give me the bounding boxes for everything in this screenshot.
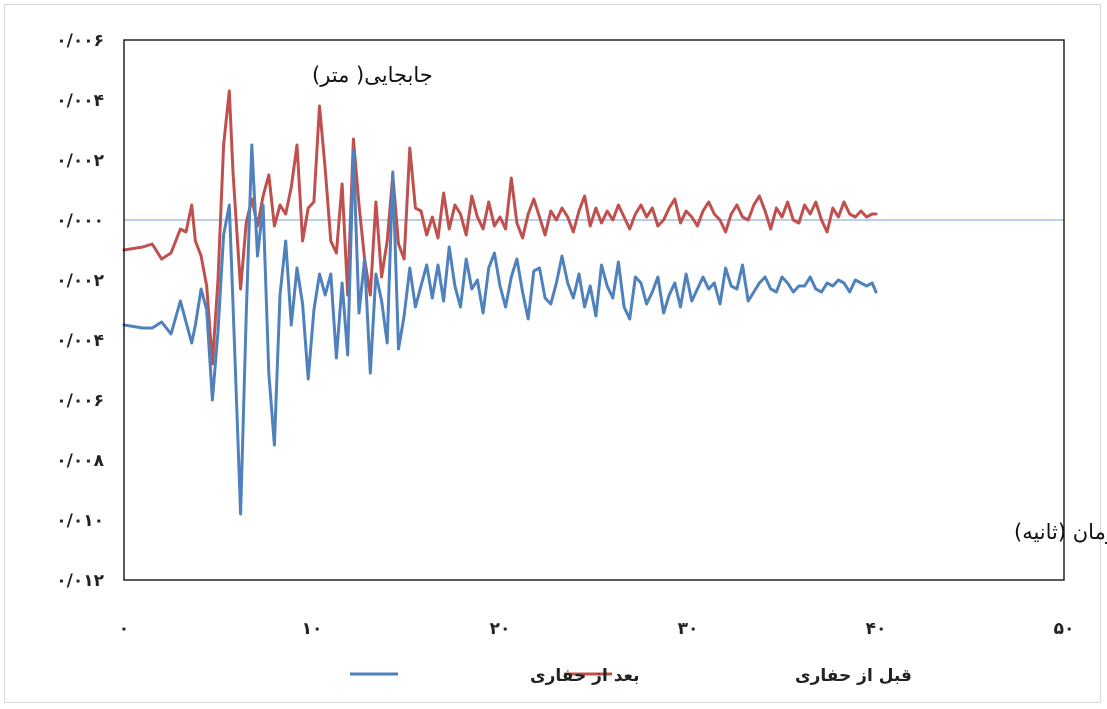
series-line-0 xyxy=(122,89,878,366)
y-tick-label: ۰/۰۰۲ xyxy=(56,151,104,171)
y-tick-label: ۰/۰۰۲ xyxy=(56,271,104,291)
x-tick-label: ۰ xyxy=(119,619,129,639)
y-tick-label: ۰/۰۰۴ xyxy=(56,331,104,351)
y-tick-label: ۰/۰۰۶ xyxy=(56,31,104,51)
x-tick-label: ۲۰ xyxy=(490,619,511,639)
chart-frame xyxy=(4,4,1101,703)
series-layer xyxy=(122,89,1064,516)
y-tick-label: ۰/۰۰۰ xyxy=(56,211,104,231)
y-tick-label: ۰/۰۰۶ xyxy=(56,391,104,411)
y-tick-label: ۰/۰۱۰ xyxy=(56,511,104,531)
plot-border xyxy=(123,39,1065,581)
legend-label-before: قبل از حفاری xyxy=(795,666,912,686)
x-tick-label: ۵۰ xyxy=(1054,619,1075,639)
x-tick-label: ۱۰ xyxy=(302,619,323,639)
x-tick-label: ۳۰ xyxy=(678,619,699,639)
y-axis-annotation: جابجایی( متر) xyxy=(312,63,433,87)
legend-label-after: بعد از حفاری xyxy=(530,666,640,686)
y-tick-label: ۰/۰۱۲ xyxy=(56,571,104,591)
x-tick-label: ۴۰ xyxy=(866,619,887,639)
legend: قبل از حفاری بعد از حفاری xyxy=(350,666,912,686)
y-tick-label: ۰/۰۰۸ xyxy=(56,451,104,471)
y-tick-label: ۰/۰۰۴ xyxy=(56,91,104,111)
x-axis-annotation: زمان (ثانیه) xyxy=(1014,520,1107,544)
tick-layer: ۰/۰۰۶ ۰/۰۰۴ ۰/۰۰۲ ۰/۰۰۰ ۰/۰۰۲ ۰/۰۰۴ ۰/۰۰۶ ۰/۰۰۸… xyxy=(56,31,1074,639)
series-line-1 xyxy=(122,143,878,516)
